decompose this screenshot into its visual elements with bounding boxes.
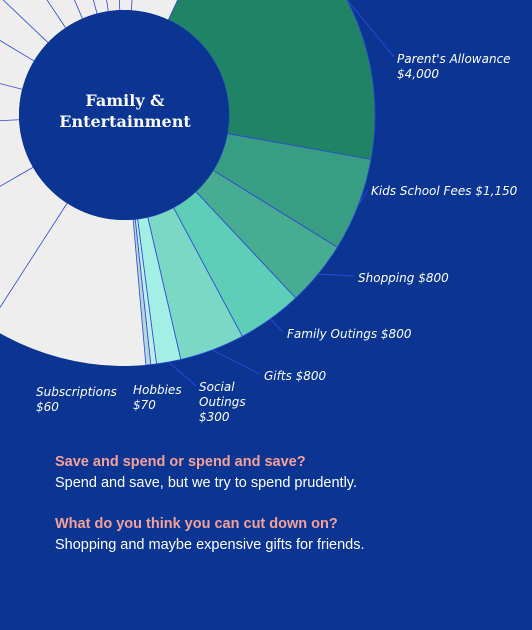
- slice-name: Shopping: [358, 271, 415, 285]
- remainder-slice: [0, 0, 178, 366]
- slice-name: Social Outings: [199, 380, 246, 409]
- slice-name: Hobbies: [133, 383, 182, 397]
- slice-name: Gifts: [264, 369, 292, 383]
- label-hobbies: Hobbies $70: [133, 383, 182, 413]
- leader-line-parent-s-allowance: [346, 0, 395, 58]
- leader-line-gifts: [212, 349, 261, 375]
- remainder-divider: [0, 166, 34, 187]
- slice-name: Subscriptions: [36, 385, 117, 399]
- label-shopping: Shopping $800: [358, 271, 449, 286]
- answer-1: Spend and save, but we try to spend prud…: [55, 475, 358, 491]
- label-gifts: Gifts $800: [264, 369, 326, 384]
- label-family-outings: Family Outings $800: [287, 327, 411, 342]
- leader-line-kids-school-fees: [357, 189, 369, 206]
- question-1: Save and spend or spend and save?: [55, 454, 306, 470]
- slice-value: $800: [418, 271, 449, 285]
- label-social-outings: Social Outings $300: [199, 380, 246, 425]
- qa-block-1: Save and spend or spend and save? Spend …: [55, 452, 495, 494]
- leader-line-social-outings: [168, 361, 197, 387]
- leader-line-shopping: [318, 273, 355, 277]
- remainder-divider: [46, 0, 66, 28]
- label-parent-s-allowance: Parent's Allowance $4,000: [397, 52, 511, 82]
- question-2: What do you think you can cut down on?: [55, 516, 338, 532]
- remainder-divider: [2, 0, 49, 43]
- label-kids-school-fees: Kids School Fees $1,150: [371, 184, 517, 199]
- slice-value: $300: [199, 410, 230, 424]
- slice-value: $4,000: [397, 67, 439, 81]
- slice-value: $70: [133, 398, 156, 412]
- remainder-divider: [0, 40, 35, 62]
- answer-2: Shopping and maybe expensive gifts for f…: [55, 537, 365, 553]
- label-subscriptions: Subscriptions $60: [36, 385, 117, 415]
- qa-block-2: What do you think you can cut down on? S…: [55, 514, 495, 556]
- slice-value: $1,150: [475, 184, 518, 198]
- donut-center: [19, 10, 229, 220]
- slice-name: Kids School Fees: [371, 184, 472, 198]
- slice-value: $60: [36, 400, 59, 414]
- remainder-divider: [0, 203, 68, 309]
- chart-title: Family & Entertainment: [59, 91, 191, 131]
- slice-name: Family Outings: [287, 327, 378, 341]
- slice-value: $800: [295, 369, 327, 383]
- slice-name: Parent's Allowance: [397, 52, 511, 66]
- slice-value: $800: [380, 327, 412, 341]
- leader-line-family-outings: [269, 318, 284, 333]
